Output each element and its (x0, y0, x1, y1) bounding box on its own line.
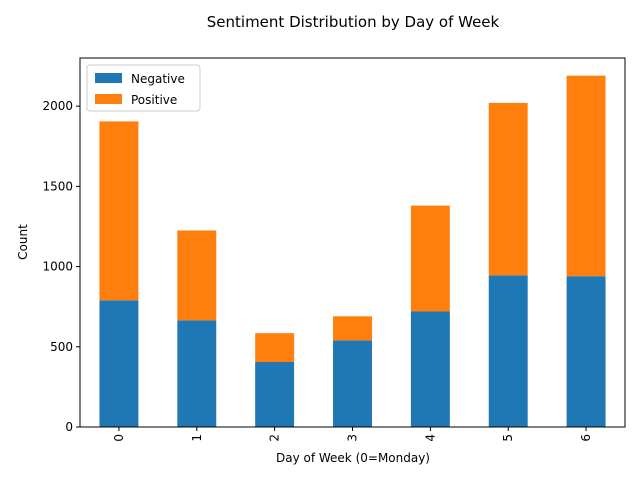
x-tick-label: 5 (501, 434, 515, 442)
x-axis: 0 1 2 3 4 5 6 (112, 427, 593, 442)
bar-positive-6 (566, 75, 606, 277)
bar-negative-1 (177, 320, 217, 427)
x-tick-label: 6 (579, 434, 593, 442)
legend: Negative Positive (86, 64, 201, 112)
chart-title: Sentiment Distribution by Day of Week (207, 13, 500, 31)
bar-negative-5 (488, 275, 528, 427)
bar-negative-4 (410, 311, 450, 427)
legend-label-negative: Negative (131, 72, 185, 86)
bar-negative-2 (255, 362, 295, 427)
bar-positive-1 (177, 230, 217, 321)
bar-negative-0 (99, 300, 139, 427)
y-tick-label: 1000 (42, 260, 73, 274)
y-tick-label: 500 (50, 340, 73, 354)
x-axis-label: Day of Week (0=Monday) (276, 451, 430, 465)
bar-positive-4 (410, 205, 450, 312)
legend-swatch-positive (95, 94, 122, 104)
y-axis: 0 500 1000 1500 2000 (42, 99, 80, 434)
bar-positive-0 (99, 121, 139, 301)
y-axis-label: Count (16, 224, 30, 260)
x-tick-label: 2 (268, 434, 282, 442)
bars-layer (99, 75, 606, 427)
x-tick-label: 3 (346, 434, 360, 442)
legend-swatch-negative (95, 73, 122, 83)
bar-positive-2 (255, 333, 295, 363)
bar-positive-3 (333, 316, 372, 341)
bar-positive-5 (488, 102, 528, 276)
y-tick-label: 1500 (42, 179, 73, 193)
x-tick-label: 1 (190, 434, 204, 442)
y-tick-label: 2000 (42, 99, 73, 113)
x-tick-label: 4 (423, 434, 437, 442)
bar-negative-3 (333, 340, 372, 427)
y-tick-label: 0 (65, 420, 73, 434)
x-tick-label: 0 (112, 434, 126, 442)
bar-negative-6 (566, 276, 606, 427)
legend-label-positive: Positive (131, 93, 177, 107)
